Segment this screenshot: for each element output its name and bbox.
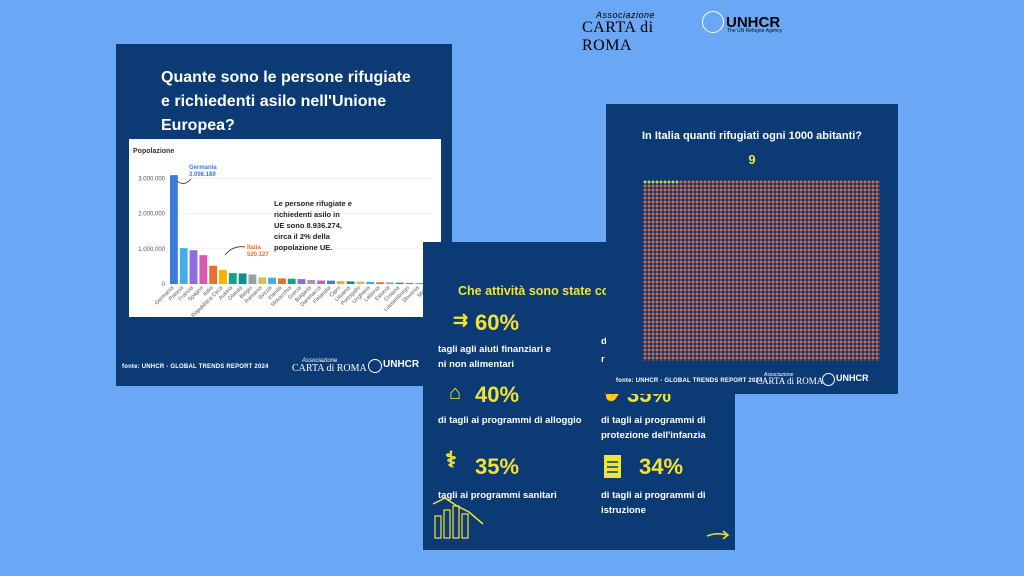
annotation-line: Le persone rifugiate e [274, 199, 352, 208]
card1-carta-small: Associazione [302, 358, 338, 364]
carta-logo-big-text: CARTA di ROMA [582, 19, 654, 54]
annotation-line: popolazione UE. [274, 243, 332, 252]
desc-child-protection-2: protezione dell'infanzia [601, 430, 706, 441]
card1-unhcr-logo: UNHCR [368, 358, 428, 374]
card1-carta-logo: Associazione CARTA di ROMA [292, 358, 382, 376]
bar-finlandia [327, 280, 335, 284]
refugee-people-highlight [643, 180, 679, 184]
card3-carta-logo: Associazione CARTA di ROMA [756, 372, 836, 388]
health-icon: ⚕ [445, 447, 457, 472]
bar-cipro [336, 281, 345, 284]
card1-carta-big: CARTA di ROMA [292, 363, 367, 374]
education-icon [604, 455, 621, 478]
bar-grecia [297, 279, 306, 284]
pct-financial-aid: 60% [475, 310, 520, 335]
italy-value: 520.127 [247, 252, 269, 258]
y-tick-label: 3.000.000 [138, 177, 165, 183]
card1-title: Quante sono le persone rifugiate e richi… [161, 69, 411, 134]
bar-svezia [268, 277, 276, 284]
germany-value: 3.098.189 [189, 172, 216, 178]
housing-icon: ⌂ [449, 382, 462, 404]
bar-chart: Popolazione 0 1.000.000 2.000.000 3.000.000 G… [133, 148, 434, 319]
desc-financial-aid-2: ni non alimentari [438, 359, 515, 370]
italy-label: Italia [247, 245, 261, 251]
bar-lettonia [376, 282, 384, 284]
bar-irlanda [277, 278, 286, 284]
pct-health: 35% [475, 454, 520, 479]
desc-education-1: di tagli ai programmi di [601, 490, 706, 501]
bar-ungheria [366, 281, 375, 284]
bar-estonia [385, 282, 394, 284]
bar-lussemburgo [405, 282, 414, 284]
unhcr-emblem-icon [702, 11, 724, 33]
bar-romania [258, 277, 267, 284]
next-arrow-icon[interactable] [705, 528, 731, 542]
card3-unhcr-text: UNHCR [836, 373, 869, 383]
bar-croazia [395, 282, 404, 284]
carta-logo-small-text: Associazione [596, 10, 656, 20]
bar-slovenia [415, 283, 424, 284]
germany-arrow [176, 178, 192, 184]
desc-education-2: istruzione [601, 505, 646, 516]
unhcr-logo: UNHCR The UN Refugee Agency [702, 11, 788, 37]
pct-education: 34% [639, 454, 684, 479]
card3-carta-small: Associazione [764, 372, 794, 378]
carta-di-roma-logo: Associazione CARTA di ROMA [580, 8, 692, 54]
annotation-line: richiedenti asilo in [274, 210, 340, 219]
y-tick-label: 1.000.000 [138, 247, 165, 253]
italy-refugees-card: In Italia quanti rifugiati ogni 1000 abi… [606, 104, 898, 394]
y-tick-label: 2.000.000 [138, 212, 165, 218]
bar-portogallo [356, 281, 365, 284]
eu-refugees-card: Quante sono le persone rifugiate e richi… [116, 44, 452, 386]
money-icon: ⇉ [453, 310, 469, 330]
annotation-line: circa il 2% della [274, 232, 331, 241]
declining-chart-icon [432, 497, 484, 539]
pct-housing: 40% [475, 382, 520, 407]
card2-title: Che attività sono state co [458, 284, 610, 298]
bar-germania [169, 175, 178, 284]
hidden-desc-2: r [601, 354, 605, 365]
desc-housing: di tagli ai programmi di alloggio [438, 415, 582, 426]
card3-title: In Italia quanti rifugiati ogni 1000 abi… [641, 130, 863, 142]
card3-carta-big: CARTA di ROMA [756, 376, 824, 386]
bar-spagna [199, 255, 208, 284]
card3-unhcr-emblem-icon [822, 373, 835, 386]
desc-health: tagli ai programmi sanitari [438, 490, 557, 501]
bar-olanda [238, 273, 247, 284]
bar-francia [189, 250, 198, 284]
unhcr-logo-text: UNHCR [726, 14, 781, 31]
desc-child-protection-1: di tagli ai programmi di [601, 415, 706, 426]
card3-value: 9 [748, 152, 756, 167]
people-grid [643, 180, 880, 361]
unhcr-logo-subtext: The UN Refugee Agency [727, 28, 783, 34]
card1-unhcr-emblem-icon [368, 359, 382, 373]
desc-financial-aid-1: tagli agli aiuti finanziari e [438, 344, 551, 355]
bar-bulgaria [307, 279, 316, 284]
bar-italia [209, 265, 218, 284]
card3-footer: fonte: UNHCR - GLOBAL TRENDS REPORT 2024 [616, 378, 763, 384]
bar-belgio [248, 274, 257, 284]
germany-label: Germania [189, 165, 217, 171]
y-axis-label: Popolazione [133, 148, 174, 155]
italy-arrow [224, 246, 246, 256]
hidden-desc-1: d [601, 336, 607, 347]
chart-container: Popolazione 0 1.000.000 2.000.000 3.000.000 G… [129, 139, 441, 319]
y-tick-label: 0 [162, 282, 166, 288]
card1-footer: fonte: UNHCR - GLOBAL TRENDS REPORT 2024 [122, 364, 269, 370]
bar-austria [228, 273, 237, 284]
bar-slovacchia [287, 278, 296, 284]
bar-repubblica-ceca [219, 269, 227, 284]
bar-danimarca [317, 280, 326, 284]
top-logos: Associazione CARTA di ROMA UNHCR The UN … [580, 8, 790, 54]
annotation-line: UE sono 8.936.274, [274, 221, 342, 230]
card3-unhcr-logo: UNHCR [822, 372, 882, 388]
card1-unhcr-text: UNHCR [383, 359, 420, 370]
bar-polonia [179, 248, 188, 284]
bar-lituania [346, 281, 355, 284]
